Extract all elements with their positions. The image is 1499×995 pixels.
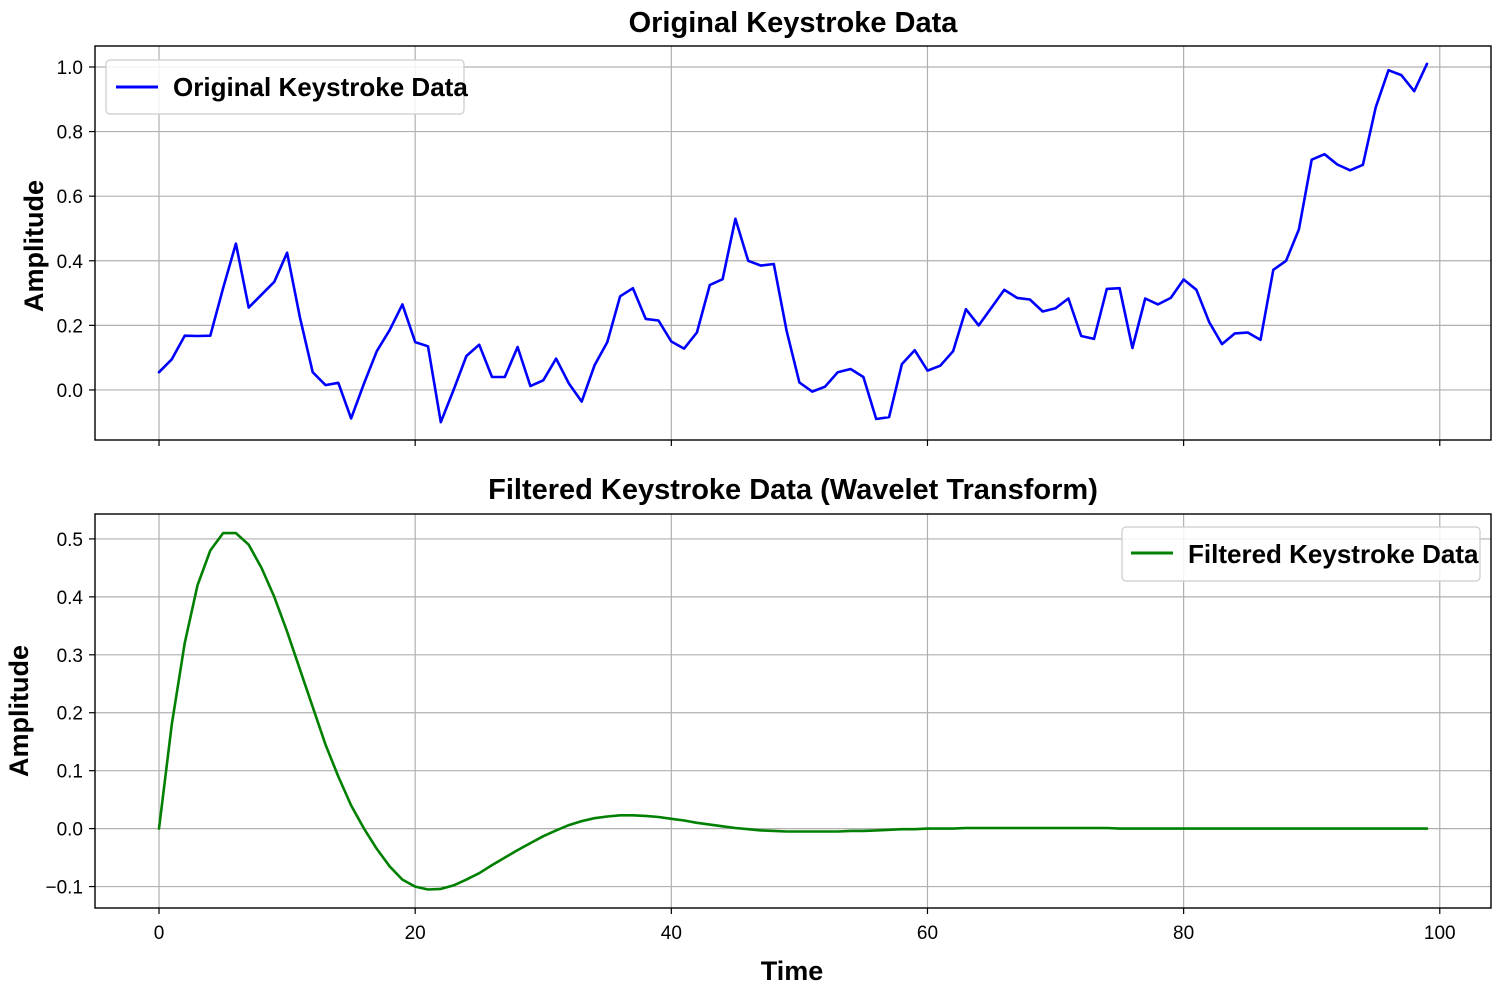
y-tick-label: 0.4	[57, 588, 84, 609]
bottom-legend-box	[1121, 526, 1481, 582]
y-tick-label: 0.8	[57, 123, 83, 144]
top-y-ticks: 0.0 0.2 0.4 0.6 0.8 1.0	[57, 58, 95, 402]
y-tick-label: −0.1	[45, 878, 83, 899]
y-tick-label: 0.6	[57, 187, 83, 208]
x-axis-label: Time	[761, 956, 824, 986]
y-tick-label: 0.4	[57, 252, 84, 273]
bottom-line	[157, 531, 1429, 891]
bottom-legend-label: Filtered Keystroke Data	[1188, 539, 1479, 569]
y-tick-label: 0.0	[57, 381, 83, 402]
top-y-axis-label: Amplitude	[19, 180, 49, 312]
bottom-y-ticks: −0.1 0.0 0.1 0.2 0.3 0.4 0.5	[45, 530, 95, 899]
x-tick-label: 0	[154, 923, 165, 944]
bottom-y-axis-label: Amplitude	[4, 645, 34, 777]
y-tick-label: 0.0	[57, 820, 83, 841]
bottom-legend: Filtered Keystroke Data	[1121, 526, 1481, 582]
top-x-ticks	[158, 440, 1441, 446]
top-plot-frame	[94, 45, 1492, 441]
x-tick-label: 100	[1424, 923, 1456, 944]
bottom-grid	[95, 514, 1491, 908]
bottom-plot-frame	[94, 513, 1492, 909]
panel-filtered: Filtered Keystroke Data (Wavelet Transfo…	[4, 474, 1492, 986]
y-tick-label: 1.0	[57, 58, 83, 79]
x-tick-label: 60	[917, 923, 938, 944]
x-tick-label: 80	[1173, 923, 1194, 944]
top-chart-title: Original Keystroke Data	[629, 7, 959, 39]
series-line	[157, 62, 1429, 424]
bottom-chart-title: Filtered Keystroke Data (Wavelet Transfo…	[488, 474, 1098, 506]
x-tick-label: 20	[405, 923, 426, 944]
top-legend-label: Original Keystroke Data	[173, 72, 468, 102]
y-tick-label: 0.1	[57, 762, 83, 783]
y-tick-label: 0.5	[57, 530, 83, 551]
series-line	[157, 531, 1429, 891]
x-tick-label: 40	[661, 923, 682, 944]
top-line	[157, 62, 1429, 424]
top-legend-box	[105, 59, 465, 115]
bottom-x-ticks: 0 20 40 60 80 100	[154, 908, 1456, 944]
panel-original: Original Keystroke Data 0.0 0.2 0.4 0.6 0.8 1…	[19, 7, 1492, 446]
y-tick-label: 0.3	[57, 646, 83, 667]
top-legend: Original Keystroke Data	[105, 59, 468, 115]
y-tick-label: 0.2	[57, 316, 83, 337]
y-tick-label: 0.2	[57, 704, 83, 725]
